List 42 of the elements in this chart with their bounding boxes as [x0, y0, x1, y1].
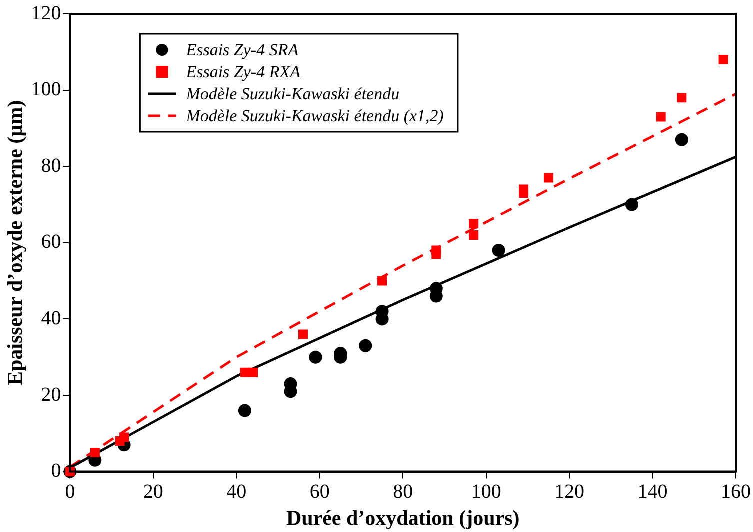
point: [718, 55, 728, 65]
x-tick-label: 80: [393, 481, 414, 504]
point: [359, 339, 372, 352]
point: [492, 244, 506, 258]
y-tick-label: 0: [51, 460, 62, 482]
point: [519, 184, 529, 194]
point: [248, 368, 258, 378]
point: [120, 432, 130, 442]
legend-label: Essais Zy-4 RXA: [185, 62, 302, 82]
point: [677, 93, 687, 103]
x-tick-label: 20: [143, 481, 164, 504]
point: [238, 404, 252, 418]
x-axis-title: Durée d’oxydation (jours): [286, 506, 520, 530]
y-tick-label: 20: [41, 384, 62, 406]
x-tick-label: 60: [310, 481, 330, 504]
y-axis-title: Epaisseur d’oxyde externe (µm): [3, 100, 28, 386]
x-tick-label: 0: [65, 481, 76, 504]
y-tick-label: 100: [31, 78, 62, 101]
point: [309, 350, 322, 364]
point: [544, 173, 554, 183]
x-tick-label: 140: [638, 481, 668, 504]
y-tick-label: 120: [31, 2, 62, 24]
point: [469, 230, 479, 240]
point: [90, 448, 100, 458]
legend-label: Modèle Suzuki-Kawaski étendu: [185, 84, 400, 104]
point: [625, 198, 638, 212]
y-tick-label: 40: [41, 307, 62, 330]
point: [469, 219, 479, 229]
y-tick-label: 80: [41, 154, 62, 177]
legend-label: Essais Zy-4 SRA: [185, 40, 300, 60]
x-tick-label: 160: [721, 481, 751, 504]
x-tick-label: 100: [471, 481, 502, 504]
point: [675, 133, 688, 146]
legend-label: Modèle Suzuki-Kawaski étendu (x1,2): [185, 106, 444, 126]
point: [240, 368, 250, 378]
point: [378, 276, 388, 286]
y-tick-label: 60: [41, 231, 62, 254]
x-tick-label: 40: [226, 481, 247, 504]
point: [656, 112, 666, 122]
point: [432, 246, 442, 256]
x-tick-label: 120: [554, 481, 585, 504]
point: [298, 330, 308, 340]
